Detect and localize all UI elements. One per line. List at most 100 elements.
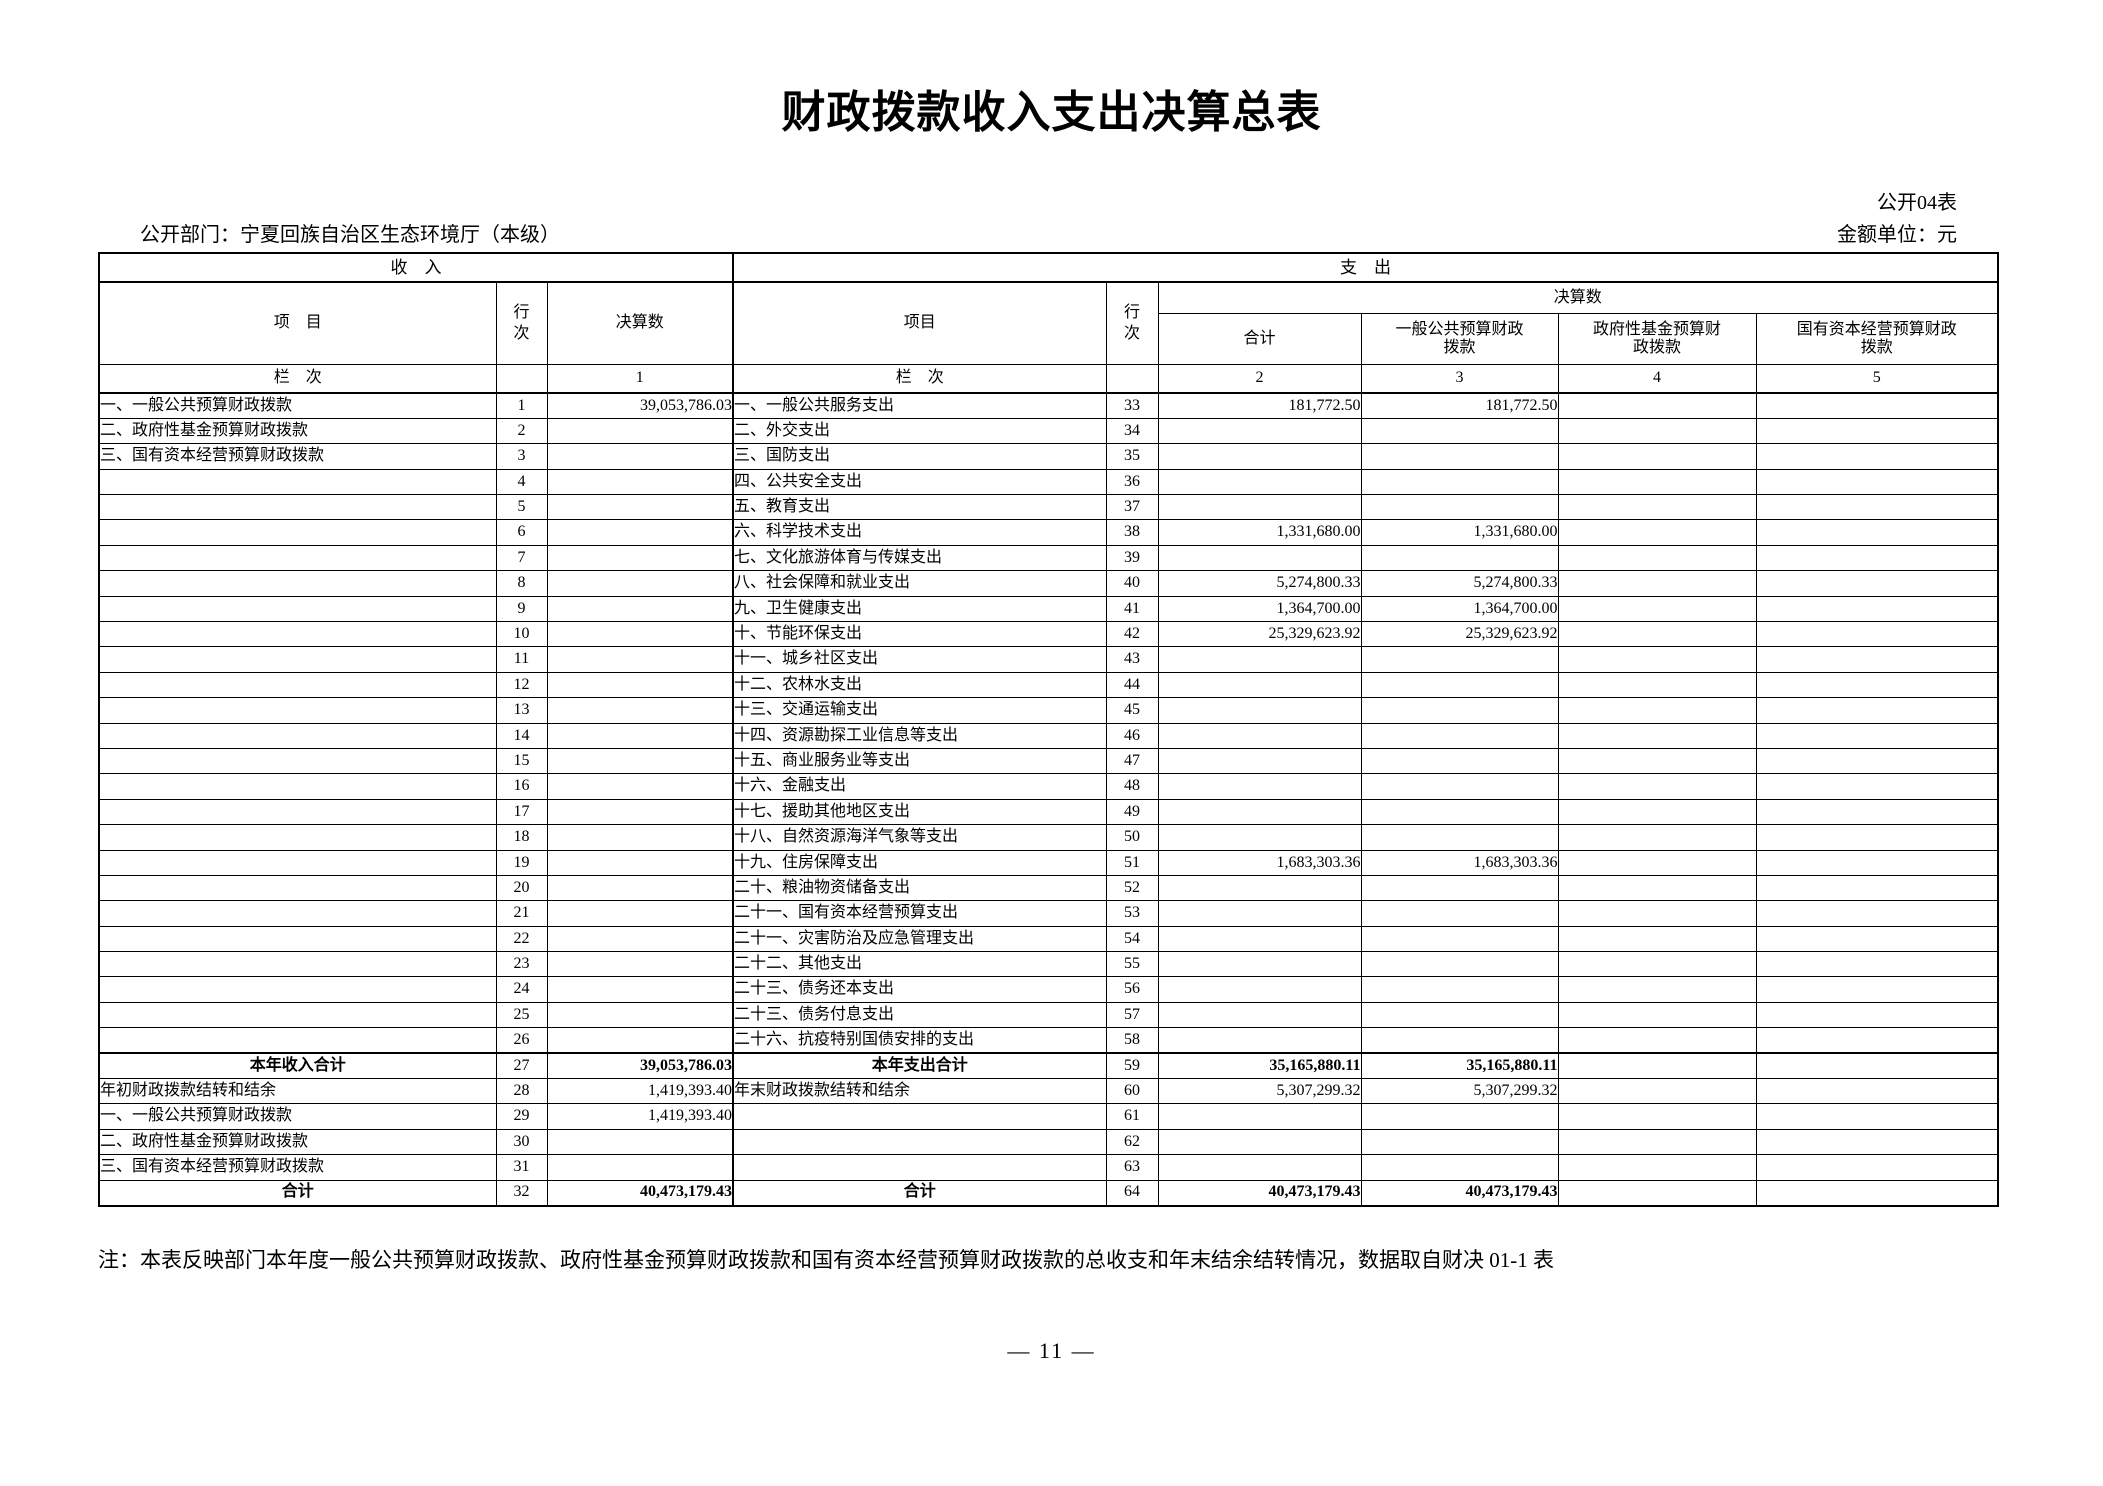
expense-item-cell: 十八、自然资源海洋气象等支出 xyxy=(732,824,1107,851)
expense-general-budget-cell xyxy=(1360,824,1559,851)
expense-line-cell: 51 xyxy=(1105,849,1159,876)
expense-general-budget-cell: 1,364,700.00 xyxy=(1360,595,1559,623)
expense-general-budget-cell xyxy=(1360,874,1559,902)
income-line-cell: 22 xyxy=(495,925,548,953)
income-line-cell: 25 xyxy=(495,1001,548,1029)
income-amount-cell xyxy=(546,900,734,927)
expense-general-budget-cell: 35,165,880.11 xyxy=(1360,1052,1559,1080)
income-item-cell xyxy=(98,747,497,775)
expense-general-budget-cell xyxy=(1360,1027,1559,1054)
expense-general-budget-cell xyxy=(1360,494,1559,521)
income-item-cell xyxy=(98,671,497,699)
income-lanci-label: 栏 次 xyxy=(98,364,497,394)
expense-line-cell: 39 xyxy=(1105,544,1159,572)
income-amount-cell: 1,419,393.40 xyxy=(546,1103,734,1130)
income-item-cell xyxy=(98,874,497,902)
expense-total-cell xyxy=(1157,1001,1362,1029)
expense-state-capital-cell xyxy=(1755,1052,1999,1080)
fiscal-appropriation-table: 收 入 支 出 项 目 行次 决算数 项目 行次 决算数 合计 一般公共预算财政… xyxy=(98,252,2000,1207)
expense-line-cell: 47 xyxy=(1105,747,1159,775)
expense-state-capital-cell xyxy=(1755,951,1999,978)
expense-line-cell: 46 xyxy=(1105,722,1159,749)
income-item-cell: 一、一般公共预算财政拨款 xyxy=(98,1103,497,1130)
expense-general-budget-cell: 181,772.50 xyxy=(1360,392,1559,419)
income-item-cell xyxy=(98,1001,497,1029)
expense-general-budget-cell xyxy=(1360,1103,1559,1130)
income-amount-cell xyxy=(546,646,734,673)
expense-gov-fund-cell xyxy=(1557,595,1757,623)
income-line-cell: 27 xyxy=(495,1052,548,1080)
expense-state-capital-cell xyxy=(1755,1027,1999,1054)
expense-line-cell: 49 xyxy=(1105,798,1159,826)
expense-gov-fund-cell xyxy=(1557,519,1757,546)
expense-state-capital-cell xyxy=(1755,570,1999,597)
expense-line-cell: 43 xyxy=(1105,646,1159,673)
expense-line-cell: 64 xyxy=(1105,1179,1159,1207)
income-line-cell: 7 xyxy=(495,544,548,572)
expense-item-cell: 十三、交通运输支出 xyxy=(732,697,1107,724)
income-line-cell: 23 xyxy=(495,951,548,978)
income-item-cell: 一、一般公共预算财政拨款 xyxy=(98,392,497,419)
table-row: 二、政府性基金预算财政拨款 2 二、外交支出 34 xyxy=(98,417,1999,445)
income-item-cell xyxy=(98,773,497,800)
expense-total-cell xyxy=(1157,773,1362,800)
expense-item-cell: 二十一、国有资本经营预算支出 xyxy=(732,900,1107,927)
income-item-cell xyxy=(98,519,497,546)
expense-total-cell: 1,364,700.00 xyxy=(1157,595,1362,623)
expense-item-cell: 二十二、其他支出 xyxy=(732,951,1107,978)
income-line-cell: 3 xyxy=(495,443,548,470)
expense-total-cell xyxy=(1157,1154,1362,1181)
expense-item-cell: 十、节能环保支出 xyxy=(732,621,1107,648)
expense-item-cell xyxy=(732,1103,1107,1130)
income-item-cell xyxy=(98,494,497,521)
expense-line-header: 行次 xyxy=(1105,281,1159,365)
table-row: 8 八、社会保障和就业支出 40 5,274,800.33 5,274,800.33 xyxy=(98,570,1999,597)
expense-state-capital-cell xyxy=(1755,417,1999,445)
table-row: 12 十二、农林水支出 44 xyxy=(98,671,1999,699)
expense-line-cell: 60 xyxy=(1105,1078,1159,1105)
expense-state-capital-cell xyxy=(1755,1179,1999,1207)
expense-state-capital-cell xyxy=(1755,773,1999,800)
income-item-cell: 合计 xyxy=(98,1179,497,1207)
expense-general-budget-cell xyxy=(1360,722,1559,749)
expense-gov-fund-cell xyxy=(1557,1027,1757,1054)
expense-state-capital-cell xyxy=(1755,976,1999,1003)
expense-total-cell xyxy=(1157,1103,1362,1130)
expense-lanci-label: 栏 次 xyxy=(732,364,1107,394)
income-amount-cell xyxy=(546,1027,734,1054)
expense-state-capital-cell xyxy=(1755,874,1999,902)
table-row: 26 二十六、抗疫特别国债安排的支出 58 xyxy=(98,1027,1999,1054)
expense-general-budget-cell xyxy=(1360,951,1559,978)
expense-line-cell: 45 xyxy=(1105,697,1159,724)
department-label: 公开部门：宁夏回族自治区生态环境厅（本级） xyxy=(140,224,560,246)
expense-total-cell xyxy=(1157,646,1362,673)
expense-gov-fund-cell xyxy=(1557,849,1757,876)
income-amount-header: 决算数 xyxy=(546,281,734,365)
income-item-cell xyxy=(98,570,497,597)
expense-item-cell: 五、教育支出 xyxy=(732,494,1107,521)
page-title: 财政拨款收入支出决算总表 xyxy=(781,88,1322,137)
expense-line-cell: 62 xyxy=(1105,1128,1159,1156)
expense-gov-fund-cell xyxy=(1557,570,1757,597)
expense-state-capital-cell xyxy=(1755,697,1999,724)
expense-general-budget-cell xyxy=(1360,1128,1559,1156)
expense-state-capital-cell xyxy=(1755,824,1999,851)
expense-line-cell: 63 xyxy=(1105,1154,1159,1181)
table-row: 25 二十三、债务付息支出 57 xyxy=(98,1001,1999,1029)
expense-total-cell xyxy=(1157,900,1362,927)
expense-item-cell: 二十六、抗疫特别国债安排的支出 xyxy=(732,1027,1107,1054)
table-row: 一、一般公共预算财政拨款 29 1,419,393.40 61 xyxy=(98,1103,1999,1130)
expense-total-cell xyxy=(1157,697,1362,724)
income-item-cell xyxy=(98,824,497,851)
expense-state-capital-cell xyxy=(1755,621,1999,648)
income-line-cell: 15 xyxy=(495,747,548,775)
income-line-cell: 10 xyxy=(495,621,548,648)
expense-item-cell: 二十三、债务还本支出 xyxy=(732,976,1107,1003)
income-amount-cell xyxy=(546,570,734,597)
expense-lanci-col-5: 5 xyxy=(1755,364,1999,394)
expense-gov-fund-cell xyxy=(1557,544,1757,572)
income-amount-cell: 1,419,393.40 xyxy=(546,1078,734,1105)
income-amount-cell xyxy=(546,747,734,775)
expense-general-budget-cell xyxy=(1360,773,1559,800)
table-row: 三、国有资本经营预算财政拨款 3 三、国防支出 35 xyxy=(98,443,1999,470)
